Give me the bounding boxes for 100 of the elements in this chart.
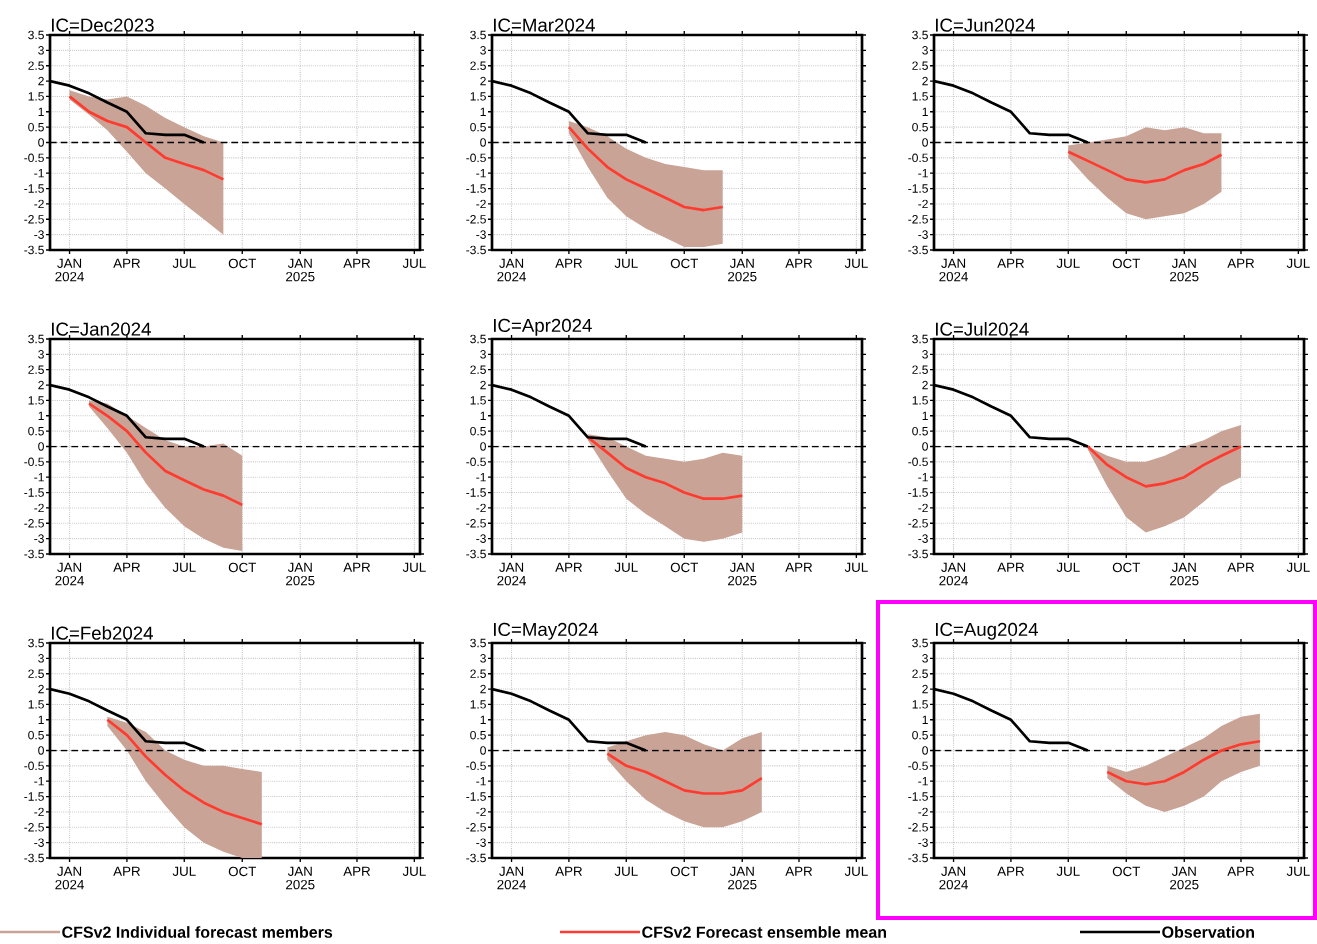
y-tick-label: 0.5 [470,122,486,132]
y-tick-label: 0 [480,442,486,451]
x-tick-label: OCT [228,866,257,877]
y-tick-label: 3.5 [470,30,486,40]
y-tick-label: -1.5 [466,488,486,497]
y-tick-label: -3 [476,230,486,239]
x-tick-label: JAN 2024 [497,258,526,282]
y-tick-label: 1.5 [912,92,928,101]
y-tick-label: -0.5 [908,153,928,163]
x-tick-label: JUL [844,258,868,268]
line-series [1106,739,1262,786]
x-tick-label: JAN 2024 [939,258,968,282]
y-tick-label: -0.5 [908,761,928,771]
x-tick-label: JAN 2024 [55,562,84,586]
x-tick-label: JUL [402,258,426,268]
chart-title: IC=Jun2024 [935,18,1035,32]
y-tick-label: 0.5 [28,426,44,436]
chart-title: IC=May2024 [493,622,599,640]
y-tick-label: -0.5 [24,761,44,771]
line-series [68,95,225,181]
y-tick-label: 1 [922,411,928,420]
x-tick-label: JAN 2024 [55,866,84,890]
y-tick-label: -2.5 [466,215,486,224]
y-tick-label: 3 [922,654,928,663]
y-tick-label: -2 [34,807,44,817]
x-tick-label: JUL [172,258,196,268]
y-tick-label: 0.5 [28,730,44,740]
y-tick-label: -1.5 [908,488,928,497]
y-tick-label: 2 [922,380,928,390]
x-tick-label: JUL [614,258,638,268]
x-tick-label: APR [785,866,813,876]
x-tick-label: JUL [1286,258,1310,268]
y-tick-label: 2.5 [28,669,44,678]
y-tick-label: 0 [38,442,44,451]
y-tick-label: -1.5 [466,184,486,193]
y-tick-label: 2.5 [470,61,486,70]
y-tick-label: -1 [918,473,928,482]
y-tick-label: -2 [476,503,486,513]
y-tick-label: -1.5 [908,792,928,801]
x-tick-label: JAN 2025 [1170,562,1199,586]
x-tick-label: JUL [1056,258,1080,268]
x-tick-label: APR [997,562,1024,572]
y-tick-label: -1 [918,169,928,178]
x-tick-label: APR [113,562,140,572]
y-tick-label: 1.5 [28,396,44,405]
y-tick-label: 2 [480,76,486,86]
y-tick-label: 0 [38,746,44,755]
x-tick-label: JAN 2024 [55,258,84,282]
y-tick-label: 1 [480,715,486,724]
y-tick-label: -1 [34,473,44,482]
y-tick-label: -3.5 [24,549,44,559]
legend-label: Observation [1162,926,1254,938]
x-tick-label: APR [555,866,582,876]
y-tick-label: -2.5 [466,823,486,832]
x-tick-label: JAN 2025 [728,258,757,282]
x-tick-label: JAN 2024 [497,562,526,586]
chart-title: IC=Dec2023 [51,18,154,32]
y-tick-label: 3 [480,350,486,359]
x-tick-label: OCT [1112,258,1141,269]
x-tick-label: OCT [228,258,257,269]
y-tick-label: 2 [480,684,486,694]
x-tick-label: JUL [1286,866,1310,876]
y-tick-label: 0.5 [912,730,928,740]
y-tick-label: 3 [38,350,44,359]
y-tick-label: 2 [922,684,928,694]
x-tick-label: APR [785,562,813,572]
x-tick-label: JAN 2025 [1170,866,1199,890]
y-tick-label: 0 [38,138,44,147]
y-tick-label: -2.5 [908,215,928,224]
y-tick-label: -3 [918,838,928,847]
y-tick-label: -3 [476,838,486,847]
y-tick-label: 3 [480,46,486,55]
y-tick-label: 2.5 [912,61,928,70]
y-tick-label: -3.5 [908,853,928,863]
y-tick-label: -2.5 [24,823,44,832]
x-tick-label: APR [343,866,371,876]
y-tick-label: -1 [34,777,44,786]
y-tick-label: -3 [476,534,486,543]
y-tick-label: -2 [476,807,486,817]
x-tick-label: OCT [670,562,699,573]
y-tick-label: 2.5 [470,365,486,374]
x-tick-label: OCT [670,258,699,269]
chart-title: IC=Aug2024 [935,622,1039,640]
x-tick-label: JUL [614,866,638,876]
line-series [567,125,725,212]
y-tick-label: -2 [918,199,928,209]
y-tick-label: -2.5 [466,519,486,528]
y-tick-label: -3 [34,838,44,847]
y-tick-label: -3.5 [24,853,44,863]
y-tick-label: 3.5 [28,638,44,648]
y-tick-label: 1 [922,107,928,116]
y-tick-label: -1.5 [24,488,44,497]
x-tick-label: APR [343,562,371,572]
chart-title: IC=Jul2024 [935,322,1029,336]
y-tick-label: -3.5 [908,245,928,255]
y-tick-label: 3.5 [28,334,44,344]
x-tick-label: APR [555,258,582,268]
y-tick-label: -2 [34,199,44,209]
y-tick-label: -3.5 [24,245,44,255]
y-tick-label: 0 [480,138,486,147]
